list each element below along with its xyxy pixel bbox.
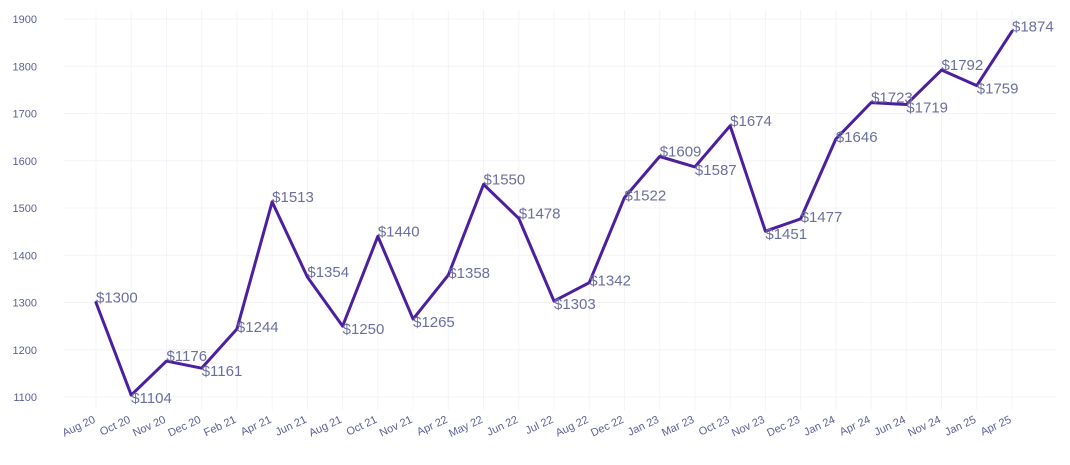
x-tick-label: Jun 22	[485, 414, 520, 439]
x-tick-label: Aug 22	[554, 414, 591, 440]
x-tick-label: May 22	[447, 414, 485, 440]
data-label: $1300	[96, 290, 138, 307]
x-tick-label: Aug 20	[61, 414, 98, 440]
data-label: $1342	[589, 273, 631, 290]
data-label: $1440	[378, 223, 420, 240]
x-tick-label: Oct 21	[345, 414, 379, 439]
data-labels: $1300 $1104 $1176$1161 $1244 $1513 $1354 $1250…	[96, 18, 1054, 407]
data-label: $1609	[660, 143, 702, 160]
data-label: $1874	[1012, 18, 1054, 35]
data-label: $1244	[237, 319, 279, 336]
data-label: $1723	[871, 90, 913, 107]
data-label: $1161	[202, 363, 243, 380]
y-tick-label: 1200	[13, 345, 37, 357]
data-label: $1587	[695, 162, 737, 179]
data-label: $1719	[906, 100, 948, 117]
data-label: $1792	[942, 57, 984, 74]
x-tick-label: Nov 24	[906, 414, 943, 440]
data-label: $1759	[977, 81, 1019, 98]
x-tick-label: Jun 21	[274, 414, 309, 439]
y-axis: 1100 1200 1300 1400 1500 1600 1700 1800 1900	[13, 14, 37, 404]
data-label: $1265	[413, 314, 455, 331]
data-label: $1176	[166, 348, 207, 365]
data-label: $1522	[624, 188, 666, 205]
data-label: $1550	[484, 171, 526, 188]
y-tick-label: 1300	[13, 298, 37, 310]
x-tick-label: Mar 23	[660, 414, 696, 439]
x-tick-label: Nov 20	[131, 414, 168, 440]
x-tick-label: Aug 21	[307, 414, 344, 440]
series-line	[94, 29, 1014, 397]
data-label: $1354	[307, 264, 349, 281]
y-tick-label: 1900	[13, 14, 37, 26]
data-label: $1477	[801, 209, 843, 226]
grid	[64, 10, 1056, 410]
data-label: $1104	[131, 390, 172, 407]
x-tick-label: Apr 24	[838, 414, 872, 439]
data-label: $1674	[730, 113, 772, 130]
x-tick-label: Dec 20	[166, 414, 203, 440]
y-tick-label: 1400	[13, 250, 37, 262]
x-tick-label: Oct 20	[98, 414, 132, 439]
x-tick-label: Oct 23	[697, 414, 731, 439]
data-label: $1478	[519, 205, 561, 222]
x-tick-label: Apr 22	[415, 414, 449, 439]
x-tick-label: Apr 21	[239, 414, 273, 439]
y-tick-label: 1800	[13, 61, 37, 73]
data-label: $1358	[448, 265, 490, 282]
x-tick-label: Nov 23	[730, 414, 767, 440]
x-tick-label: Dec 23	[765, 414, 802, 440]
x-tick-label: Apr 25	[979, 414, 1013, 439]
y-tick-label: 1600	[13, 156, 37, 168]
x-tick-label: Jan 24	[802, 414, 837, 439]
data-label: $1513	[272, 189, 314, 206]
x-tick-label: Feb 21	[202, 414, 238, 439]
data-label: $1451	[765, 226, 807, 243]
x-tick-label: Jul 22	[524, 414, 556, 437]
x-tick-label: Jun 24	[873, 414, 908, 439]
x-tick-label: Jan 23	[626, 414, 661, 439]
y-tick-label: 1500	[13, 203, 37, 215]
data-label: $1250	[343, 321, 385, 338]
x-tick-label: Nov 21	[378, 414, 415, 440]
y-tick-label: 1700	[13, 109, 37, 121]
x-tick-label: Dec 22	[589, 414, 626, 440]
data-label: $1303	[554, 296, 596, 313]
y-tick-label: 1100	[13, 392, 37, 404]
data-label: $1646	[836, 129, 878, 146]
x-tick-label: Jan 25	[943, 414, 978, 439]
